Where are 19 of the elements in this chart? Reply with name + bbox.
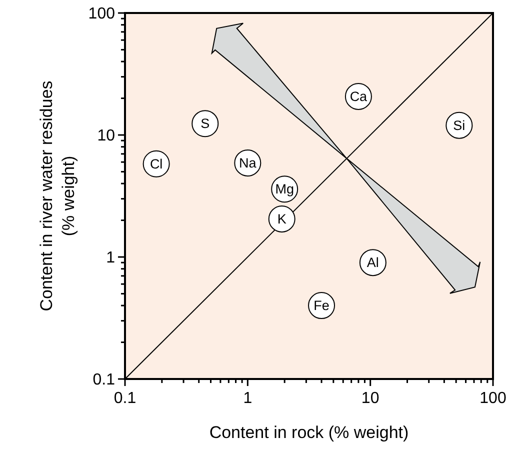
x-tick-label: 0.1 <box>114 390 136 407</box>
y-tick-label: 0.1 <box>92 372 116 388</box>
annotation: Na <box>239 155 257 170</box>
annotation: Si <box>453 118 466 133</box>
annotation: S <box>200 116 210 132</box>
x-axis-title: Content in rock (% weight) <box>209 423 409 442</box>
y-tick-label: 1 <box>106 250 116 266</box>
x-tick-label: 100 <box>480 390 506 407</box>
annotation: Cl <box>150 156 163 172</box>
annotation: K <box>277 211 286 226</box>
annotation: Al <box>366 255 379 270</box>
annotation: Fe <box>314 298 330 314</box>
annotation: Mg <box>275 182 294 197</box>
y-tick-label: 100 <box>88 6 116 22</box>
annotation: Ca <box>350 88 368 104</box>
y-axis-title: Content in river water residues (% weight) <box>37 80 78 312</box>
x-tick-label: 1 <box>243 390 252 407</box>
x-tick-label: 10 <box>361 390 380 407</box>
y-tick-label: 10 <box>97 128 116 144</box>
